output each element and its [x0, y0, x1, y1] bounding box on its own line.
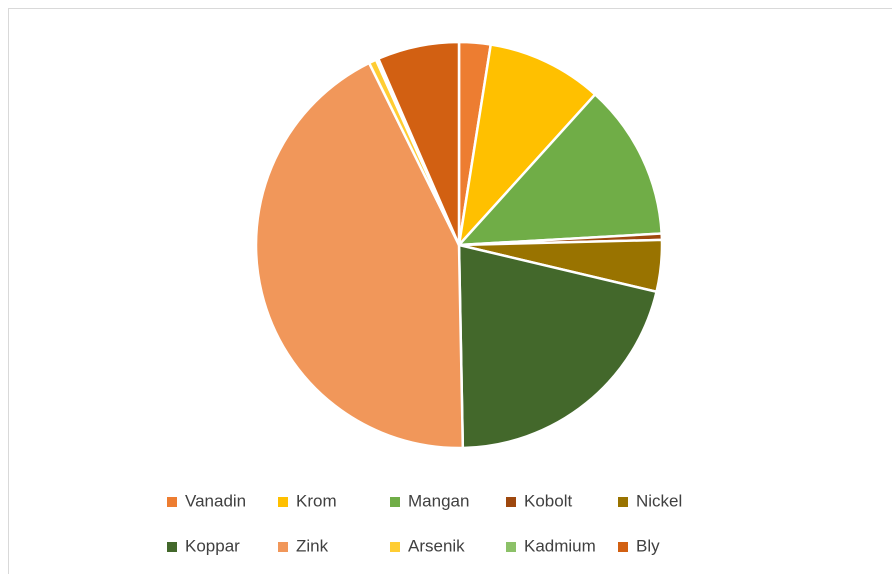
legend-label: Zink — [296, 536, 329, 555]
legend-label: Vanadin — [185, 491, 246, 510]
legend-label: Krom — [296, 491, 337, 510]
legend-label: Kobolt — [524, 491, 572, 510]
legend-swatch — [390, 497, 400, 507]
legend-swatch — [278, 497, 288, 507]
legend-label: Bly — [636, 536, 660, 555]
pie-slice — [376, 40, 461, 246]
legend-swatch — [506, 497, 516, 507]
legend-swatch — [390, 542, 400, 552]
legend-label: Koppar — [185, 536, 240, 555]
legend-swatch — [167, 542, 177, 552]
pie-slice — [456, 92, 663, 247]
legend-label: Nickel — [636, 491, 682, 510]
legend-label: Kadmium — [524, 536, 596, 555]
legend-label: Arsenik — [408, 536, 465, 555]
pie-slice — [457, 243, 659, 450]
legend-label: Mangan — [408, 491, 469, 510]
pie-slice — [457, 43, 597, 249]
legend-swatch — [167, 497, 177, 507]
legend-swatch — [278, 542, 288, 552]
legend-swatch — [618, 497, 628, 507]
legend-swatch — [506, 542, 516, 552]
legend-swatch — [618, 542, 628, 552]
pie-slice — [254, 61, 465, 450]
